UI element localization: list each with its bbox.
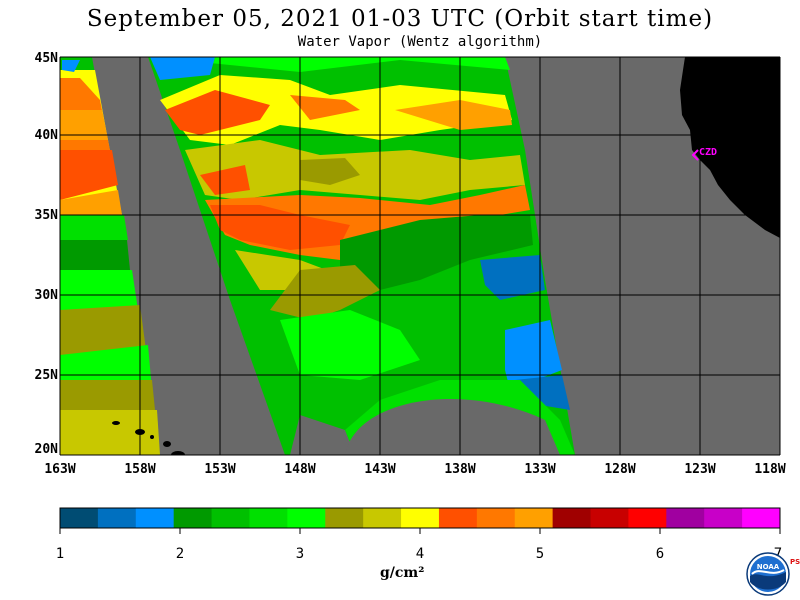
colorbar-swatch <box>552 508 592 528</box>
lon-label-143w: 143W <box>364 462 396 477</box>
colorbar-swatch <box>401 508 440 528</box>
colorbar-swatch <box>173 508 213 528</box>
colorbar-swatch <box>742 508 781 528</box>
lon-label-158w: 158W <box>124 462 156 477</box>
colorbar-tick-4: 4 <box>415 546 425 562</box>
psl-text: PSL <box>790 558 800 566</box>
lon-label-138w: 138W <box>444 462 476 477</box>
chart-subtitle: Water Vapor (Wentz algorithm) <box>297 34 543 50</box>
lat-label-40n: 40N <box>34 128 58 143</box>
station-marker <box>691 149 699 161</box>
land-california <box>680 57 780 238</box>
station-label: CZD <box>699 147 718 158</box>
lat-label-35n: 35N <box>34 208 58 223</box>
lat-label-45n: 45N <box>34 51 58 66</box>
colorbar-swatch <box>60 508 99 528</box>
noaa-logo-text: NOAA <box>757 563 780 571</box>
lon-label-153w: 153W <box>204 462 236 477</box>
lat-label-30n: 30N <box>34 288 58 303</box>
colorbar-swatch <box>135 508 175 528</box>
lon-label-163w: 163W <box>44 462 76 477</box>
colorbar <box>59 507 781 534</box>
lon-label-118w: 118W <box>754 462 786 477</box>
colorbar-tick-6: 6 <box>655 546 665 562</box>
colorbar-tick-5: 5 <box>535 546 545 562</box>
lat-label-20n: 20N <box>34 442 58 457</box>
colorbar-swatch <box>704 508 743 528</box>
lon-label-128w: 128W <box>604 462 636 477</box>
colorbar-swatch <box>325 508 364 528</box>
colorbar-units: g/cm² <box>380 565 425 581</box>
colorbar-swatch <box>514 508 554 528</box>
colorbar-swatch <box>666 508 705 528</box>
colorbar-tick-3: 3 <box>295 546 305 562</box>
lon-label-133w: 133W <box>524 462 556 477</box>
no-data-gap <box>345 398 560 455</box>
colorbar-swatch <box>287 508 326 528</box>
lat-label-25n: 25N <box>34 368 58 383</box>
colorbar-swatch <box>97 508 137 528</box>
colorbar-swatch <box>476 508 516 528</box>
noaa-logo: NOAA <box>746 552 790 596</box>
colorbar-tick-2: 2 <box>175 546 185 562</box>
colorbar-swatch <box>211 508 250 528</box>
lon-label-123w: 123W <box>684 462 716 477</box>
chart-title: September 05, 2021 01-03 UTC (Orbit star… <box>86 6 714 32</box>
colorbar-swatch <box>438 508 478 528</box>
colorbar-swatch <box>249 508 288 528</box>
lon-label-148w: 148W <box>284 462 316 477</box>
colorbar-swatch <box>363 508 402 528</box>
colorbar-tick-1: 1 <box>55 546 65 562</box>
right-swath <box>148 57 575 455</box>
colorbar-tick-7: 7 <box>773 546 783 562</box>
left-swath <box>60 57 160 455</box>
map-grid <box>59 56 781 456</box>
map-field <box>60 57 780 455</box>
colorbar-swatch <box>590 508 629 528</box>
colorbar-swatch <box>628 508 667 528</box>
